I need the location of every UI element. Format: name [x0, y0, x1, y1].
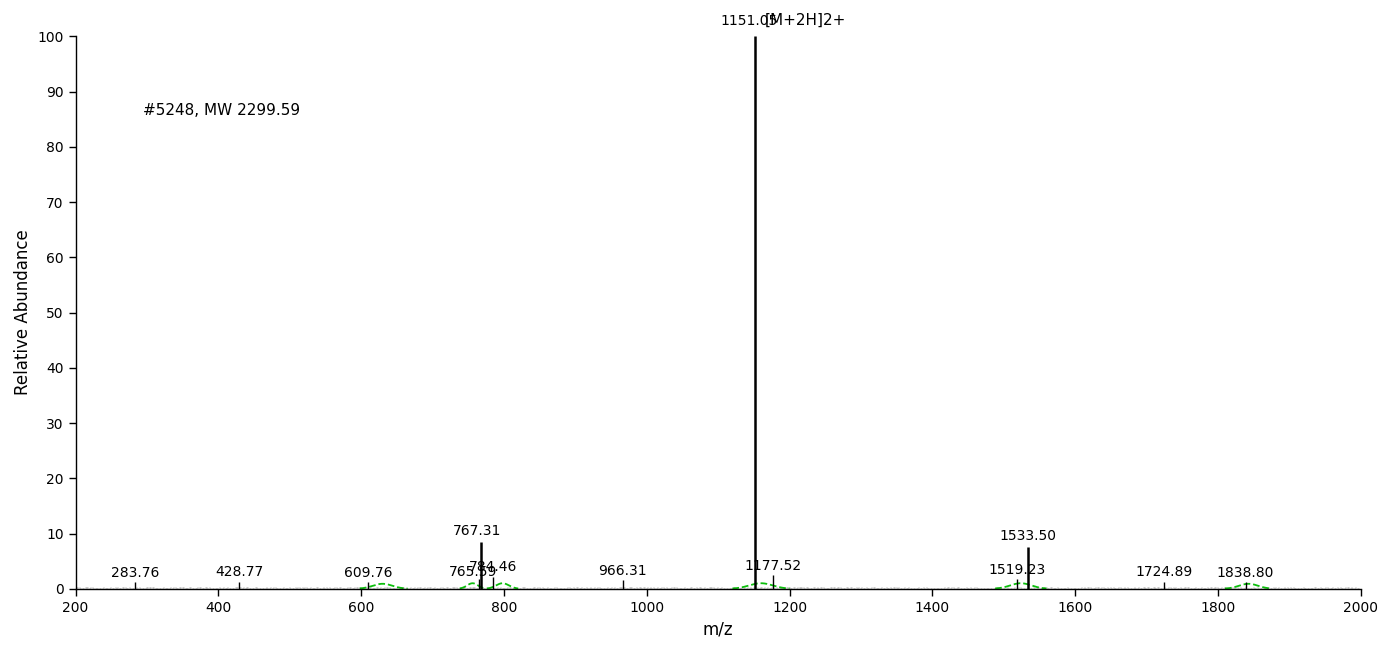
X-axis label: m/z: m/z: [703, 620, 734, 638]
Text: 1151.05: 1151.05: [720, 14, 778, 28]
Text: 283.76: 283.76: [111, 566, 160, 580]
Text: [M+2H]2+: [M+2H]2+: [764, 13, 846, 28]
Text: 1724.89: 1724.89: [1136, 565, 1193, 580]
Text: 1177.52: 1177.52: [745, 559, 802, 572]
Text: 1533.50: 1533.50: [999, 529, 1057, 544]
Text: 1838.80: 1838.80: [1217, 566, 1274, 580]
Text: 765.59: 765.59: [450, 565, 497, 580]
Text: 609.76: 609.76: [344, 566, 393, 580]
Y-axis label: Relative Abundance: Relative Abundance: [14, 230, 32, 396]
Text: 767.31: 767.31: [452, 524, 501, 538]
Text: 1519.23: 1519.23: [988, 563, 1045, 576]
Text: 428.77: 428.77: [214, 565, 263, 580]
Text: #5248, MW 2299.59: #5248, MW 2299.59: [143, 103, 301, 118]
Text: 784.46: 784.46: [469, 560, 516, 574]
Text: 966.31: 966.31: [599, 564, 647, 578]
